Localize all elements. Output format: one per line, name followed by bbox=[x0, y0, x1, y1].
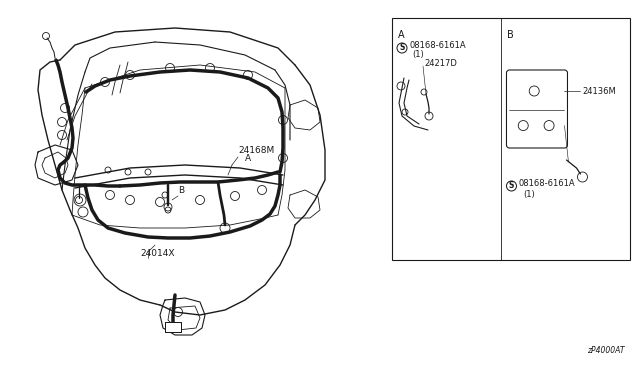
Text: A: A bbox=[398, 30, 404, 40]
Text: B: B bbox=[178, 186, 184, 195]
Text: (1): (1) bbox=[524, 190, 535, 199]
Text: 08168-6161A: 08168-6161A bbox=[518, 180, 575, 189]
Text: 24217D: 24217D bbox=[424, 60, 457, 68]
Bar bbox=[392, 18, 630, 260]
Bar bbox=[165, 322, 181, 332]
Text: 24168M: 24168M bbox=[238, 146, 275, 155]
Text: B: B bbox=[508, 30, 514, 40]
Text: A: A bbox=[245, 154, 251, 163]
Text: 24014X: 24014X bbox=[140, 249, 175, 258]
Text: 24136M: 24136M bbox=[582, 87, 616, 96]
Text: 08168-6161A: 08168-6161A bbox=[409, 41, 466, 49]
Text: S: S bbox=[509, 182, 514, 190]
Text: zP4000AT: zP4000AT bbox=[588, 346, 625, 355]
Text: S: S bbox=[399, 44, 404, 52]
Text: (1): (1) bbox=[412, 49, 424, 58]
